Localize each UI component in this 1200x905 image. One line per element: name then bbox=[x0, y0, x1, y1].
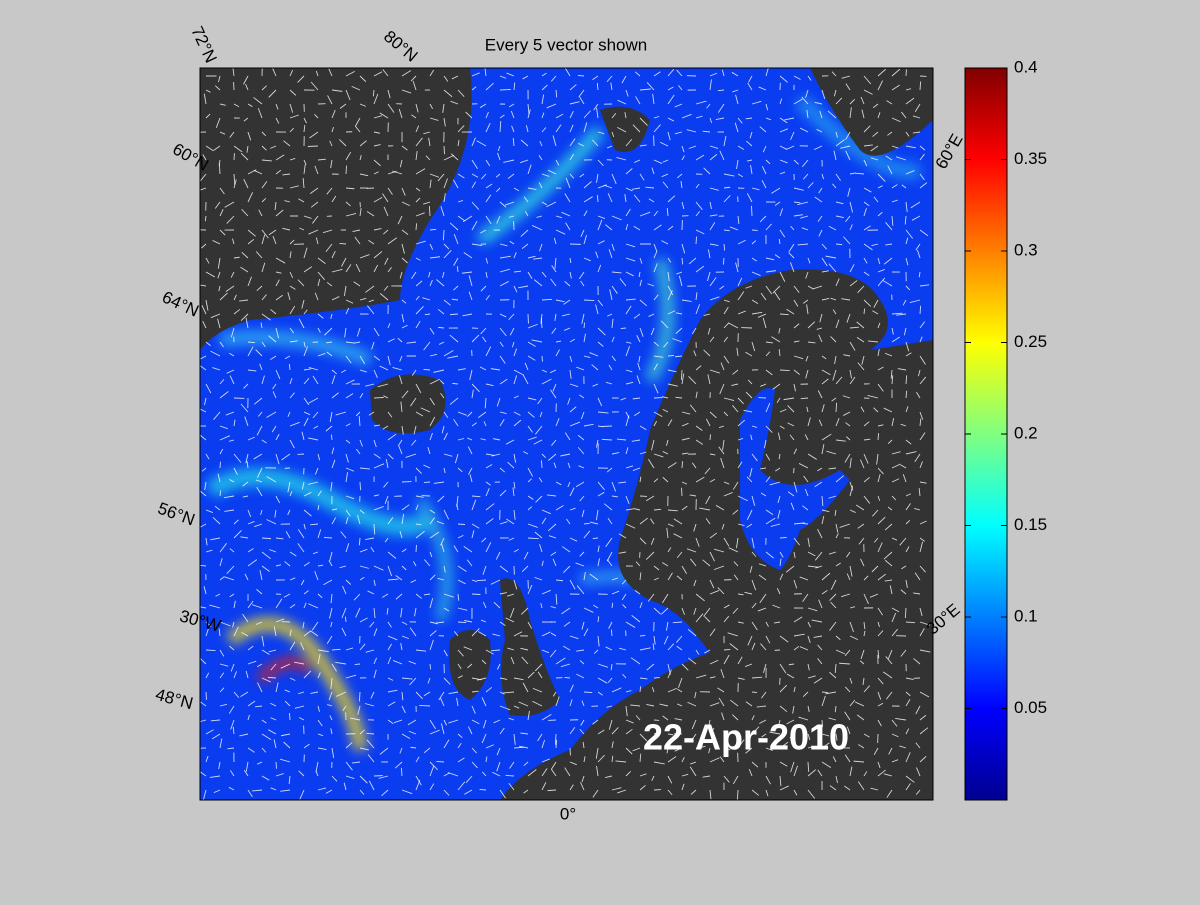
colorbar-tick-label: 0.15 bbox=[1014, 515, 1047, 534]
vector bbox=[555, 734, 556, 745]
vector bbox=[480, 789, 486, 790]
vector bbox=[345, 617, 346, 622]
vector bbox=[262, 538, 271, 539]
vector bbox=[436, 761, 444, 762]
colorbar-tick-label: 0.05 bbox=[1014, 698, 1047, 717]
vector bbox=[682, 258, 683, 264]
vector bbox=[584, 323, 585, 328]
vector bbox=[355, 664, 360, 665]
vector bbox=[419, 705, 430, 706]
vector bbox=[541, 460, 542, 468]
vector bbox=[640, 635, 645, 636]
vector bbox=[593, 538, 598, 539]
vector bbox=[822, 692, 828, 693]
vector bbox=[324, 537, 332, 538]
vector bbox=[450, 314, 458, 315]
colorbar-tick-label: 0.35 bbox=[1014, 149, 1047, 168]
vector bbox=[584, 300, 594, 301]
vector bbox=[611, 630, 612, 636]
vector bbox=[416, 223, 417, 230]
vector bbox=[359, 692, 360, 701]
vector bbox=[710, 434, 711, 440]
vector bbox=[276, 762, 277, 769]
vector bbox=[374, 397, 384, 398]
vector bbox=[724, 649, 730, 650]
vector bbox=[780, 370, 790, 371]
vector bbox=[723, 258, 724, 265]
vector bbox=[597, 195, 598, 202]
vector bbox=[802, 523, 808, 524]
vector bbox=[682, 461, 683, 468]
date-label: 22-Apr-2010 bbox=[643, 717, 849, 758]
map: 22-Apr-2010 bbox=[197, 66, 933, 800]
colorbar-tick-label: 0.25 bbox=[1014, 332, 1047, 351]
vector bbox=[836, 403, 837, 412]
vector bbox=[752, 692, 757, 693]
vector bbox=[668, 355, 674, 356]
vector bbox=[780, 537, 787, 538]
vector bbox=[359, 538, 360, 545]
vector bbox=[556, 740, 557, 748]
colorbar-tick-label: 0.3 bbox=[1014, 240, 1038, 259]
title: Every 5 vector shown bbox=[485, 35, 648, 54]
vector bbox=[737, 790, 738, 800]
colorbar-tick-label: 0.2 bbox=[1014, 423, 1038, 442]
vector bbox=[401, 768, 402, 776]
colorbar-tick-label: 0.1 bbox=[1014, 606, 1038, 625]
vector bbox=[578, 75, 584, 76]
vector bbox=[206, 650, 216, 651]
lon-label: 0° bbox=[560, 804, 576, 823]
vector bbox=[438, 327, 444, 328]
vector bbox=[564, 677, 570, 678]
vector bbox=[878, 433, 879, 440]
vector bbox=[548, 790, 556, 791]
vector bbox=[339, 243, 346, 244]
vector bbox=[458, 622, 466, 623]
vector bbox=[360, 482, 361, 490]
colorbar-tick-label: 0.4 bbox=[1014, 57, 1038, 76]
vector bbox=[640, 686, 641, 692]
vector bbox=[346, 166, 347, 174]
vector bbox=[920, 306, 921, 314]
vector bbox=[452, 383, 458, 384]
vector bbox=[621, 328, 626, 329]
vector bbox=[424, 482, 430, 483]
vector bbox=[443, 230, 444, 240]
vector bbox=[429, 206, 430, 216]
vector bbox=[477, 580, 486, 581]
vector bbox=[430, 664, 431, 669]
vector bbox=[423, 369, 430, 370]
vector bbox=[696, 237, 697, 244]
vector bbox=[289, 364, 290, 370]
vector bbox=[681, 370, 682, 380]
vector bbox=[584, 692, 592, 693]
vector bbox=[268, 677, 276, 678]
colorbar bbox=[965, 68, 1007, 800]
vector bbox=[444, 146, 445, 154]
